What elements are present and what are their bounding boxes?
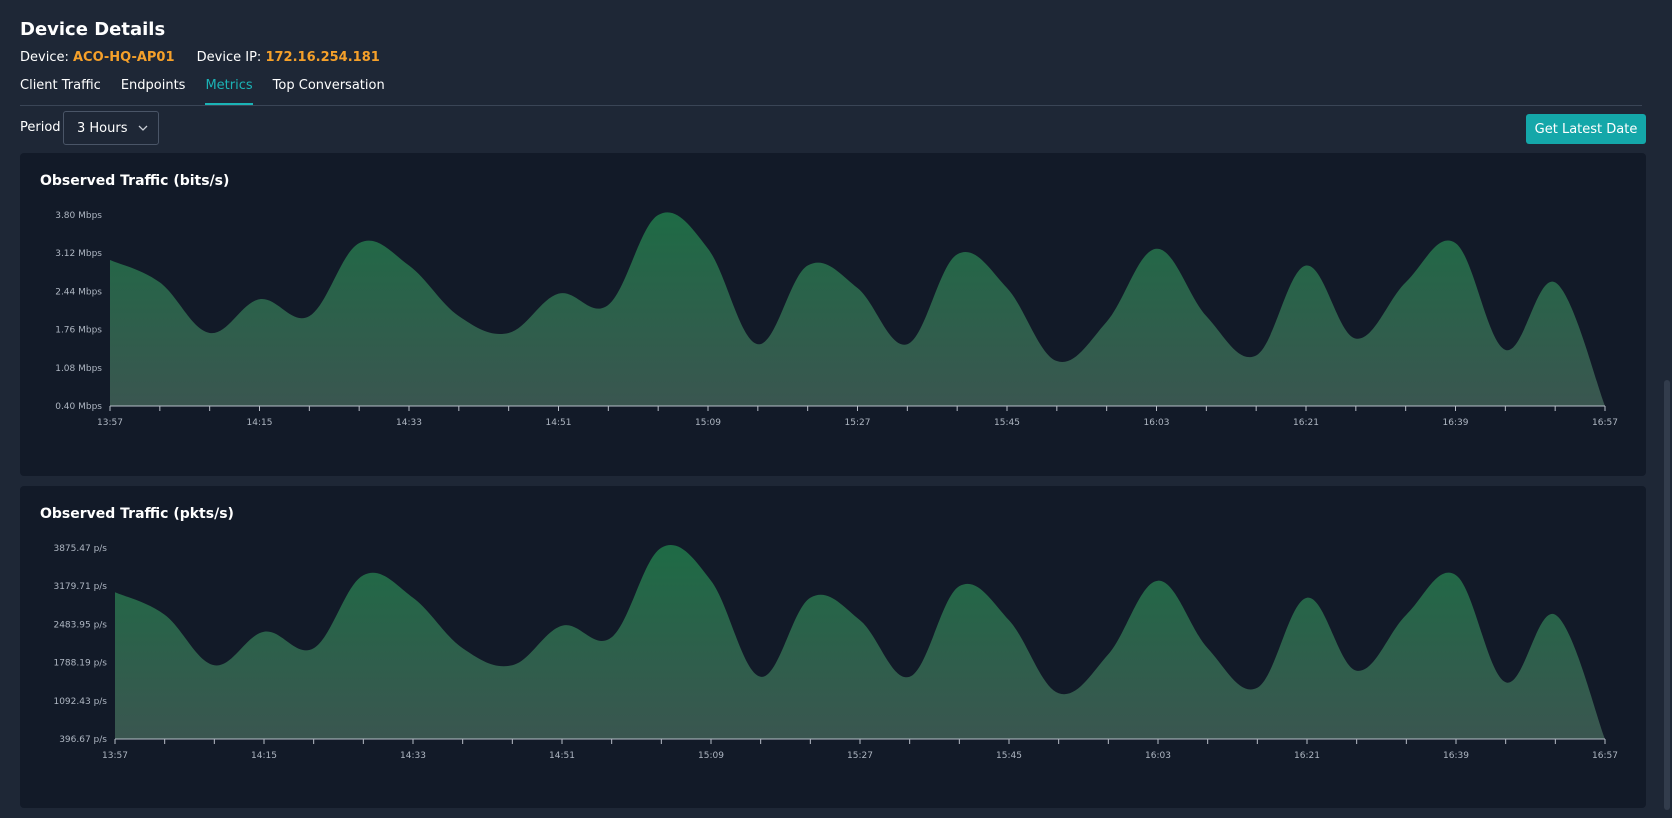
x-tick-label: 15:27 (847, 751, 873, 761)
x-tick-label: 16:39 (1443, 751, 1469, 761)
page-title: Device Details (20, 19, 166, 40)
tab-client-traffic[interactable]: Client Traffic (20, 78, 101, 93)
tab-metrics[interactable]: Metrics (205, 77, 253, 105)
x-tick-label: 15:45 (996, 751, 1022, 761)
y-tick-label: 1788.19 p/s (53, 659, 107, 669)
x-tick-label: 14:33 (400, 751, 426, 761)
x-tick-label: 14:51 (546, 418, 572, 428)
device-ip-label: Device IP: (196, 50, 262, 65)
x-tick-label: 14:15 (251, 751, 277, 761)
chevron-down-icon (138, 125, 148, 131)
chart-title: Observed Traffic (pkts/s) (40, 506, 234, 522)
x-tick-label: 16:57 (1592, 418, 1618, 428)
x-tick-label: 16:21 (1294, 751, 1320, 761)
device-info-row: Device: ACO-HQ-AP01 Device IP: 172.16.25… (20, 50, 1652, 66)
x-tick-label: 13:57 (97, 418, 123, 428)
traffic-area-series (115, 545, 1605, 739)
pkts-traffic-chart: 3875.47 p/s 3179.71 p/s 2483.95 p/s 1788.19… (53, 544, 1618, 761)
y-tick-label: 2483.95 p/s (53, 620, 107, 630)
x-tick-label: 16:03 (1144, 418, 1170, 428)
page-scrollbar[interactable] (1664, 380, 1670, 810)
y-tick-label: 396.67 p/s (59, 735, 107, 745)
y-tick-label: 0.40 Mbps (55, 402, 102, 412)
traffic-area-series (110, 212, 1605, 406)
x-tick-label: 15:45 (994, 418, 1020, 428)
device-label: Device: (20, 50, 69, 65)
pkts-traffic-chart-card: Observed Traffic (pkts/s) 3875.47 p/s 317… (20, 486, 1646, 808)
y-tick-label: 2.44 Mbps (55, 287, 102, 297)
device-value: ACO-HQ-AP01 (72, 50, 175, 65)
period-select[interactable]: 3 Hours (63, 111, 159, 145)
tab-endpoints[interactable]: Endpoints (120, 78, 186, 93)
get-latest-date-button[interactable]: Get Latest Date (1526, 114, 1646, 144)
device-ip-value: 172.16.254.181 (265, 50, 380, 65)
period-label: Period (20, 120, 61, 135)
page-header: Device Details Device: ACO-HQ-AP01 Devic… (20, 18, 1652, 66)
x-tick-label: 13:57 (102, 751, 128, 761)
y-tick-label: 1.76 Mbps (55, 326, 102, 336)
x-tick-label: 15:09 (695, 418, 721, 428)
x-tick-label: 15:27 (845, 418, 871, 428)
y-tick-label: 3.12 Mbps (55, 249, 102, 259)
period-toolbar: Period 3 Hours Get Latest Date (20, 111, 1646, 147)
x-tick-label: 16:03 (1145, 751, 1171, 761)
y-tick-label: 1092.43 p/s (53, 697, 107, 707)
x-tick-label: 14:33 (396, 418, 422, 428)
period-select-value: 3 Hours (77, 121, 128, 136)
y-tick-label: 3179.71 p/s (53, 582, 107, 592)
y-tick-label: 3.80 Mbps (55, 211, 102, 221)
x-tick-label: 14:15 (247, 418, 273, 428)
x-tick-label: 16:21 (1293, 418, 1319, 428)
y-tick-label: 1.08 Mbps (55, 364, 102, 374)
x-tick-label: 16:39 (1443, 418, 1469, 428)
bits-traffic-chart-card: Observed Traffic (bits/s) 3.80 Mbps 3.12 … (20, 153, 1646, 476)
tab-bar: Client Traffic Endpoints Metrics Top Con… (20, 77, 1642, 106)
x-tick-label: 14:51 (549, 751, 575, 761)
chart-title: Observed Traffic (bits/s) (40, 173, 230, 189)
tab-top-conversation[interactable]: Top Conversation (272, 78, 385, 93)
bits-traffic-chart: 3.80 Mbps 3.12 Mbps 2.44 Mbps 1.76 Mbps 1.08… (55, 211, 1618, 428)
x-tick-label: 15:09 (698, 751, 724, 761)
x-tick-label: 16:57 (1592, 751, 1618, 761)
y-tick-label: 3875.47 p/s (53, 544, 107, 554)
